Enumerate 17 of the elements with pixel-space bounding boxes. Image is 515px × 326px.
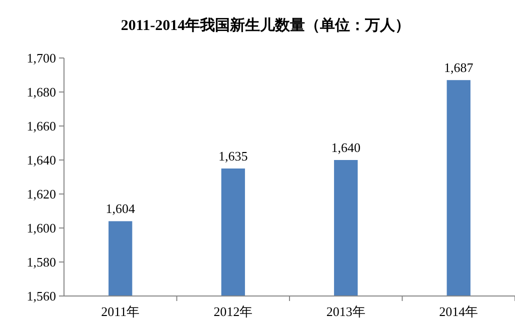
- y-tick-label: 1,560: [26, 288, 56, 304]
- y-tick-label: 1,580: [26, 254, 56, 270]
- y-tick-label: 1,700: [26, 50, 56, 66]
- chart-title: 2011-2014年我国新生儿数量（单位：万人）: [120, 16, 410, 34]
- data-label: 1,640: [331, 140, 360, 155]
- data-label: 1,687: [444, 60, 474, 76]
- data-label: 1,604: [106, 201, 136, 216]
- y-tick-label: 1,600: [26, 220, 56, 236]
- x-tick-label: 2012年: [214, 304, 253, 319]
- x-tick-label: 2011年: [101, 304, 140, 319]
- x-tick-label: 2014年: [439, 304, 478, 319]
- y-tick-label: 1,640: [26, 152, 56, 168]
- y-tick-label: 1,660: [26, 118, 56, 134]
- data-label: 1,635: [218, 148, 248, 164]
- y-tick-label: 1,620: [26, 186, 56, 202]
- x-tick-label: 2013年: [326, 304, 366, 319]
- y-tick-label: 1,680: [26, 84, 56, 100]
